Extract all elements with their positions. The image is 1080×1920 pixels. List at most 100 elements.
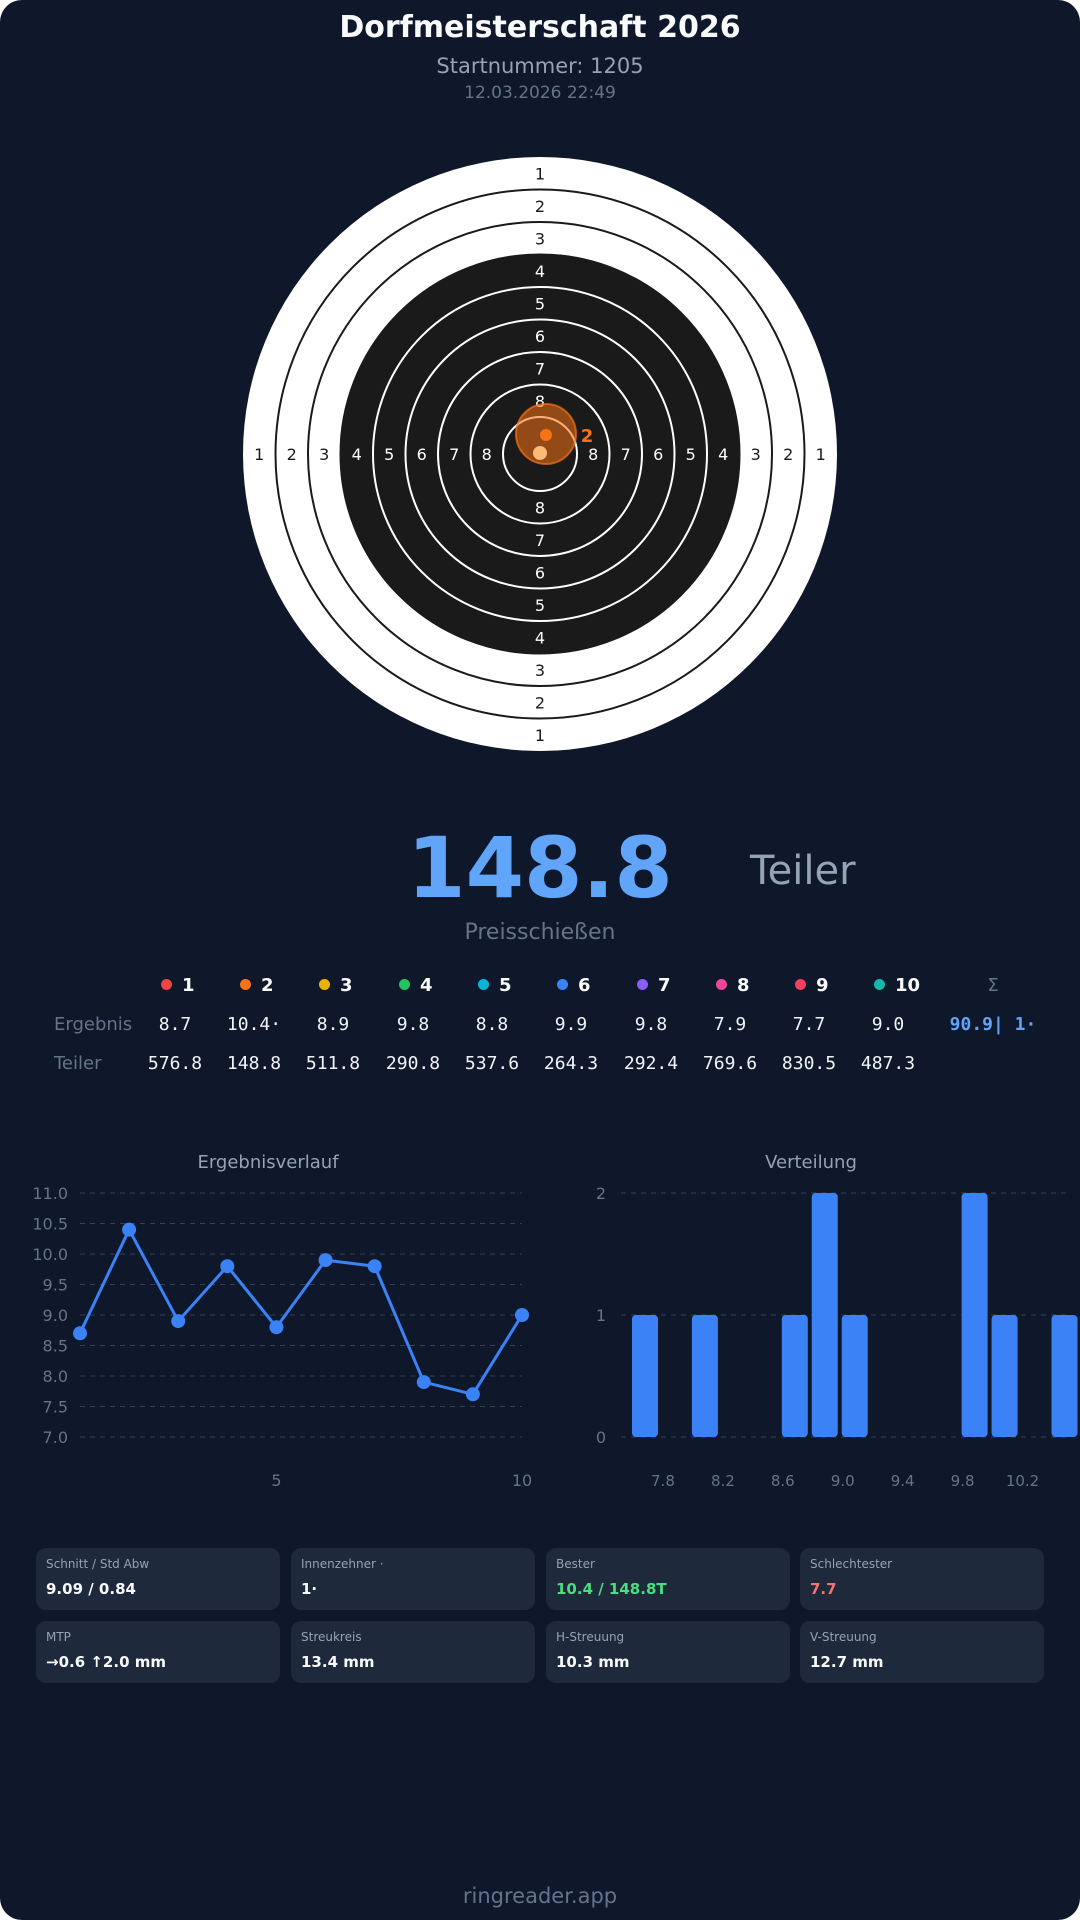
- line-point-5: [269, 1320, 284, 1335]
- stat-label: Bester: [556, 1557, 595, 1571]
- ring-8: [469, 383, 611, 525]
- shot-color-dot: [240, 979, 251, 990]
- y-tick-label: 8.0: [43, 1367, 68, 1386]
- shot-teiler: 292.4: [623, 1053, 679, 1074]
- stat-card: Streukreis 13.4 mm: [291, 1621, 535, 1683]
- shot-ergebnis: 9.8: [634, 1014, 668, 1035]
- shot-ergebnis: 8.8: [475, 1014, 509, 1035]
- ring-label: 3: [751, 445, 761, 464]
- histogram-bar-8.8: [811, 1193, 838, 1437]
- line-point-8: [416, 1375, 431, 1390]
- shot-header-9[interactable]: 9: [795, 975, 829, 996]
- shot-teiler: 290.8: [385, 1053, 441, 1074]
- line-point-10: [515, 1308, 529, 1322]
- stat-card: V-Streuung 12.7 mm: [800, 1621, 1044, 1683]
- shot-color-dot: [716, 979, 727, 990]
- stat-label: Streukreis: [301, 1630, 362, 1644]
- shot-number: 9: [816, 975, 829, 996]
- shot-ergebnis: 7.9: [713, 1014, 747, 1035]
- ring-label: 3: [535, 229, 545, 248]
- shot-number: 1: [182, 975, 195, 996]
- y-tick-label: 11.0: [32, 1184, 68, 1203]
- shot-color-dot: [319, 979, 330, 990]
- shot-teiler: 537.6: [464, 1053, 520, 1074]
- shot-ergebnis: 10.4·: [226, 1014, 282, 1035]
- shot-header-8[interactable]: 8: [716, 975, 750, 996]
- shot-header-5[interactable]: 5: [478, 975, 512, 996]
- stat-value: →0.6 ↑2.0 mm: [46, 1653, 166, 1671]
- shot-number: 6: [578, 975, 591, 996]
- line-point-6: [318, 1253, 333, 1268]
- stat-card: Schnitt / Std Abw 9.09 / 0.84: [36, 1548, 280, 1610]
- ring-label: 4: [718, 445, 728, 464]
- stat-card: H-Streuung 10.3 mm: [546, 1621, 790, 1683]
- y-tick-label: 2: [596, 1184, 606, 1203]
- shot-teiler: 511.8: [305, 1053, 361, 1074]
- y-tick-label: 9.5: [43, 1276, 68, 1295]
- ring-label: 1: [254, 445, 264, 464]
- stat-value: 1·: [301, 1580, 318, 1598]
- shot-teiler: 576.8: [147, 1053, 203, 1074]
- ring-2: [274, 188, 806, 720]
- shot-teiler: 264.3: [543, 1053, 599, 1074]
- shot-color-dot: [399, 979, 410, 990]
- shot-header-1[interactable]: 1: [161, 975, 195, 996]
- stat-card: Schlechtester 7.7: [800, 1548, 1044, 1610]
- line-point-9: [465, 1387, 480, 1402]
- shot-teiler: 148.8: [226, 1053, 282, 1074]
- ring-label: 2: [783, 445, 793, 464]
- shot-header-7[interactable]: 7: [637, 975, 671, 996]
- y-tick-label: 8.5: [43, 1337, 68, 1356]
- shot-number: 2: [261, 975, 274, 996]
- stat-value: 9.09 / 0.84: [46, 1580, 136, 1598]
- histogram-bar-9.8: [961, 1193, 988, 1437]
- ring-label: 1: [535, 164, 545, 183]
- row-label-teiler: Teiler: [54, 1053, 102, 1074]
- ring-label: 6: [653, 445, 663, 464]
- shot-color-dot: [795, 979, 806, 990]
- ring-5: [372, 286, 708, 622]
- histogram-bar-8.6: [781, 1315, 808, 1437]
- ring-label: 2: [535, 693, 545, 712]
- stat-value: 7.7: [810, 1580, 837, 1598]
- timestamp: 12.03.2026 22:49: [464, 83, 616, 103]
- line-point-1: [73, 1326, 87, 1341]
- histogram-bar-7.6: [631, 1315, 658, 1437]
- shot-color-dot: [637, 979, 648, 990]
- shot-header-3[interactable]: 3: [319, 975, 353, 996]
- shot-header-6[interactable]: 6: [557, 975, 591, 996]
- stat-value: 12.7 mm: [810, 1653, 884, 1671]
- x-tick-label: 9.8: [951, 1472, 975, 1490]
- ring-label: 8: [535, 498, 545, 517]
- ring-label: 5: [686, 445, 696, 464]
- sum-header: Σ: [987, 975, 999, 996]
- result-unit: Teiler: [750, 848, 856, 894]
- x-tick-label: 10.2: [1006, 1472, 1039, 1490]
- ring-label: 4: [535, 262, 545, 281]
- shot-header-2[interactable]: 2: [240, 975, 274, 996]
- shot-header-4[interactable]: 4: [399, 975, 433, 996]
- ring-label: 2: [287, 445, 297, 464]
- event-title: Dorfmeisterschaft 2026: [339, 10, 741, 45]
- stat-label: MTP: [46, 1630, 71, 1644]
- stat-label: H-Streuung: [556, 1630, 625, 1644]
- footer-brand: ringreader.app: [462, 1884, 618, 1908]
- stat-label: Innenzehner ·: [301, 1557, 384, 1571]
- y-tick-label: 7.5: [43, 1398, 68, 1417]
- shot-ergebnis: 9.8: [396, 1014, 430, 1035]
- y-tick-label: 10.0: [32, 1245, 68, 1264]
- x-tick-label: 9.0: [831, 1472, 855, 1490]
- line-point-3: [171, 1314, 186, 1329]
- x-tick-label: 8.2: [711, 1472, 735, 1490]
- stat-label: V-Streuung: [810, 1630, 877, 1644]
- ring-label: 4: [535, 628, 545, 647]
- shot-header-10[interactable]: 10: [874, 975, 920, 996]
- sum-ergebnis: 90.9| 1·: [949, 1014, 1037, 1035]
- histogram-bar-8: [691, 1315, 718, 1437]
- histogram-bar-9: [841, 1315, 868, 1437]
- ring-label: 7: [535, 531, 545, 550]
- shot-ergebnis: 8.9: [316, 1014, 350, 1035]
- shot-ergebnis: 9.0: [871, 1014, 905, 1035]
- shot-ergebnis: 8.7: [158, 1014, 192, 1035]
- stat-card: MTP →0.6 ↑2.0 mm: [36, 1621, 280, 1683]
